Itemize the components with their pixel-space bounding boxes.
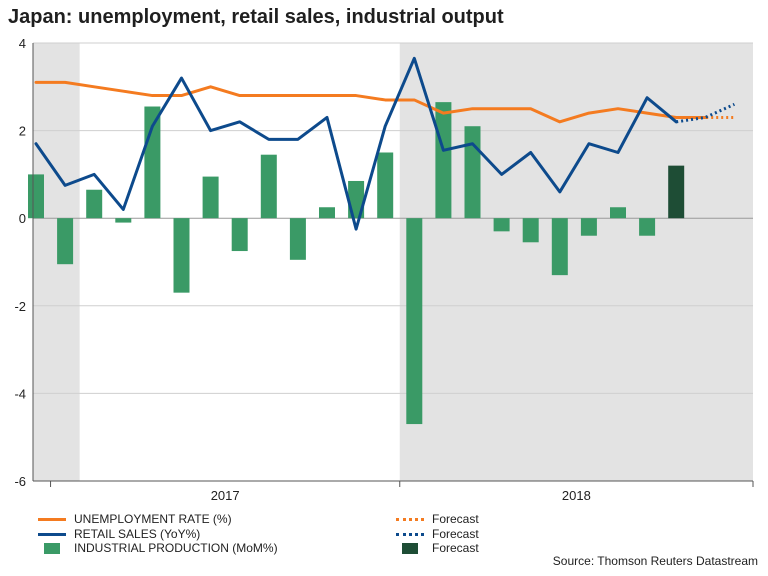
bar — [493, 218, 510, 232]
series-line-retail — [34, 56, 678, 231]
legend-swatch-unemployment — [38, 517, 66, 521]
legend-label-unemployment: UNEMPLOYMENT RATE (%) — [74, 512, 232, 526]
bar — [86, 189, 103, 219]
series-forecast-retail — [675, 102, 736, 124]
legend-label-forecast-retail: Forecast — [432, 527, 479, 541]
y-tick-label: -4 — [14, 386, 26, 401]
legend-swatch-retail — [38, 532, 66, 536]
legend-item-industrial: INDUSTRIAL PRODUCTION (MoM%) — [44, 541, 278, 555]
bar — [231, 218, 248, 252]
x-year-label: 2017 — [211, 488, 240, 503]
bar — [522, 218, 539, 243]
axes — [32, 43, 754, 487]
legend-swatch-industrial — [44, 542, 60, 554]
x-year-label: 2018 — [562, 488, 591, 503]
shaded-region-1 — [399, 43, 753, 481]
bar — [144, 106, 161, 219]
legend-swatch-forecast-industrial — [402, 542, 418, 554]
source-note: Source: Thomson Reuters Datastream — [552, 554, 758, 568]
bar — [610, 207, 626, 219]
y-tick-label: -2 — [14, 299, 26, 314]
industrial-production-bars — [28, 102, 685, 425]
bar — [435, 102, 452, 219]
bar — [580, 218, 597, 236]
bar — [57, 218, 74, 265]
bar — [319, 207, 335, 219]
y-tick-label: 2 — [19, 124, 26, 139]
legend-label-forecast-unemployment: Forecast — [432, 512, 479, 526]
bar — [202, 176, 219, 219]
bar — [639, 218, 656, 236]
bar — [260, 154, 277, 219]
bar — [115, 218, 132, 223]
legend-item-forecast-unemployment: Forecast — [396, 512, 479, 526]
legend-label-industrial: INDUSTRIAL PRODUCTION (MoM%) — [74, 541, 278, 555]
bar-forecast — [668, 165, 685, 219]
bar — [406, 218, 423, 425]
bar — [173, 218, 190, 293]
series-line-unemployment — [34, 80, 707, 124]
tick-labels: 4 2 0 -2 -4 -6 2017 2018 — [14, 36, 590, 503]
series-lines — [34, 56, 736, 231]
chart-title: Japan: unemployment, retail sales, indus… — [8, 6, 504, 28]
bar — [377, 152, 394, 219]
y-tick-label: 0 — [19, 211, 26, 226]
legend-label-retail: RETAIL SALES (YoY%) — [74, 527, 201, 541]
legend-item-forecast-retail: Forecast — [396, 527, 479, 541]
bar — [289, 218, 306, 260]
y-tick-label: -6 — [14, 474, 26, 489]
legend-item-retail: RETAIL SALES (YoY%) — [38, 527, 200, 541]
legend-item-unemployment: UNEMPLOYMENT RATE (%) — [38, 512, 232, 526]
legend-item-forecast-industrial: Forecast — [402, 541, 479, 555]
legend-swatch-forecast-retail — [396, 532, 424, 536]
bar — [464, 126, 481, 219]
legend-label-forecast-industrial: Forecast — [432, 541, 479, 555]
bar — [28, 174, 44, 219]
legend-swatch-forecast-unemployment — [396, 517, 424, 521]
bar — [551, 218, 568, 276]
y-tick-label: 4 — [19, 36, 26, 51]
